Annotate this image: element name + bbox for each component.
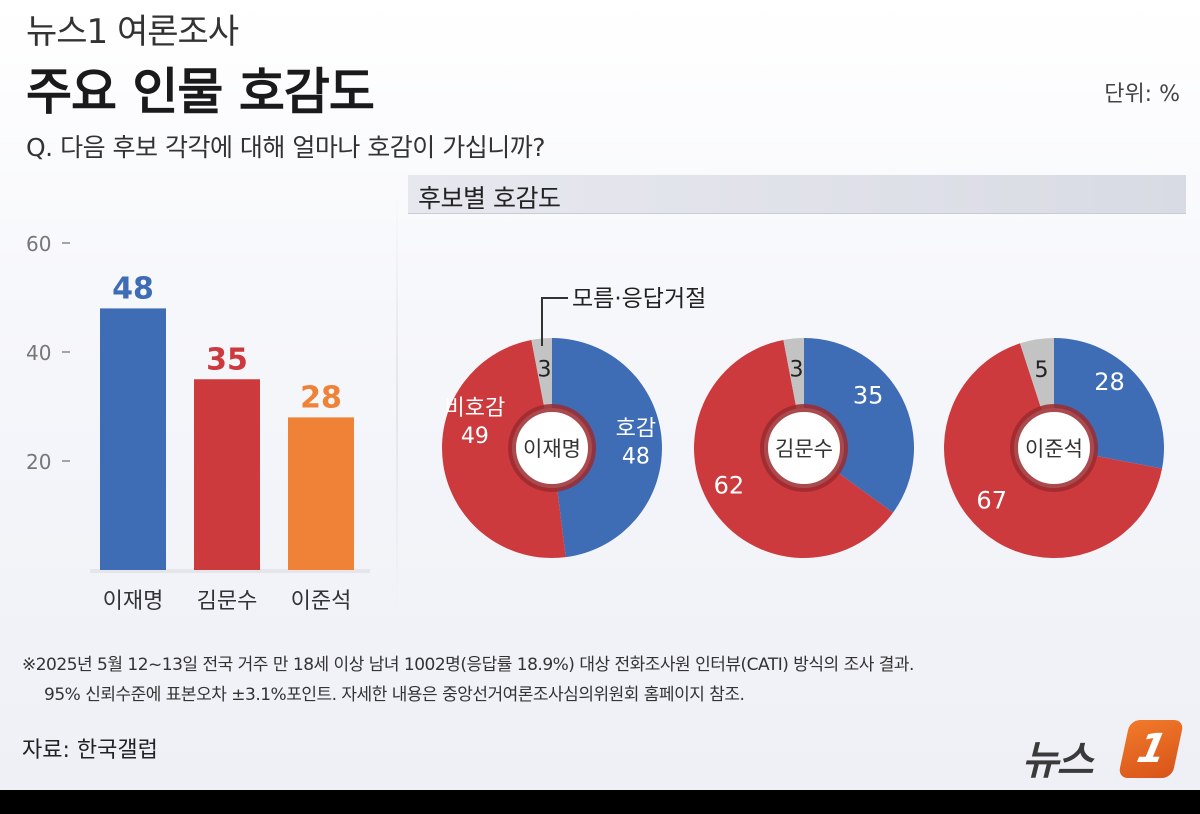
- bar-baseline: [90, 569, 370, 573]
- bar-2: [194, 379, 260, 570]
- no-answer-value: 3: [789, 357, 803, 382]
- pie-chart-kim-moonsoo: 김문수 3 35 62: [694, 338, 914, 558]
- callout-label: 모름·응답거절: [572, 286, 706, 312]
- bar-category-label: 이재명: [103, 589, 164, 614]
- favorable-value: 35: [853, 381, 884, 409]
- logo-badge-text: 1: [1133, 726, 1171, 772]
- slice-favorable: [552, 338, 662, 558]
- favorable-value: 48: [622, 444, 650, 469]
- source-label: 자료: 한국갤럽: [22, 738, 158, 763]
- logo-text: 뉴스: [1022, 738, 1094, 784]
- bar-1: [100, 308, 166, 570]
- donut-hole: [1010, 404, 1098, 492]
- slice-favorable: [804, 338, 914, 513]
- bar-category-label: 이준석: [291, 589, 352, 614]
- footnote-line-1: ※2025년 5월 12~13일 전국 거주 만 18세 이상 남녀 1002명…: [22, 655, 914, 675]
- donut-hole: [508, 404, 596, 492]
- slice-unfavorable: [442, 339, 566, 558]
- survey-question: Q. 다음 후보 각각에 대해 얼마나 호감이 가십니까?: [26, 133, 546, 162]
- donut-hole: [760, 404, 848, 492]
- bar-chart: 20 40 60 48 이재명 35 김문수 28 이준석: [26, 232, 370, 614]
- favorable-label: 호감: [616, 416, 656, 441]
- y-tick-label: 60: [26, 232, 51, 256]
- kicker: 뉴스1 여론조사: [26, 12, 239, 52]
- panel-divider: [396, 190, 398, 610]
- unfavorable-value: 62: [714, 472, 745, 500]
- donut-center-label: 이재명: [523, 437, 581, 461]
- bottom-bar: [0, 790, 1200, 814]
- logo-badge: 1: [1117, 720, 1185, 778]
- bar-value-label: 28: [300, 380, 342, 415]
- pie-panel-header: 후보별 호감도: [408, 175, 1186, 214]
- bar-value-label: 48: [112, 271, 154, 306]
- unit-label: 단위: %: [1104, 82, 1180, 107]
- pie-panel-title: 후보별 호감도: [418, 184, 561, 213]
- no-answer-value: 3: [537, 357, 551, 382]
- unfavorable-value: 49: [461, 424, 489, 449]
- donut-center-label: 김문수: [775, 437, 833, 461]
- bar-value-label: 35: [206, 342, 248, 377]
- news1-logo: 뉴스 1: [1022, 718, 1187, 784]
- bar-3: [288, 417, 354, 570]
- pie-chart-lee-jaemyung: 이재명 3 호감 48 비호감 49: [442, 338, 662, 558]
- pie-chart-lee-junseok: 이준석 5 28 67: [944, 338, 1164, 558]
- unfavorable-value: 67: [976, 487, 1007, 515]
- callout-line: [541, 297, 568, 346]
- footnote: ※2025년 5월 12~13일 전국 거주 만 18세 이상 남녀 1002명…: [22, 650, 914, 710]
- y-tick-label: 20: [26, 450, 51, 474]
- y-tick-label: 40: [26, 341, 51, 365]
- favorable-value: 28: [1094, 368, 1125, 396]
- footnote-line-2: 95% 신뢰수준에 표본오차 ±3.1%포인트. 자세한 내용은 중앙선거여론조…: [44, 685, 745, 705]
- unfavorable-label: 비호감: [444, 396, 505, 421]
- bar-category-label: 김문수: [197, 589, 258, 614]
- donut-center-label: 이준석: [1025, 437, 1083, 461]
- no-answer-callout: 모름·응답거절: [541, 286, 706, 346]
- page-title: 주요 인물 호감도: [26, 63, 375, 121]
- no-answer-value: 5: [1034, 358, 1048, 383]
